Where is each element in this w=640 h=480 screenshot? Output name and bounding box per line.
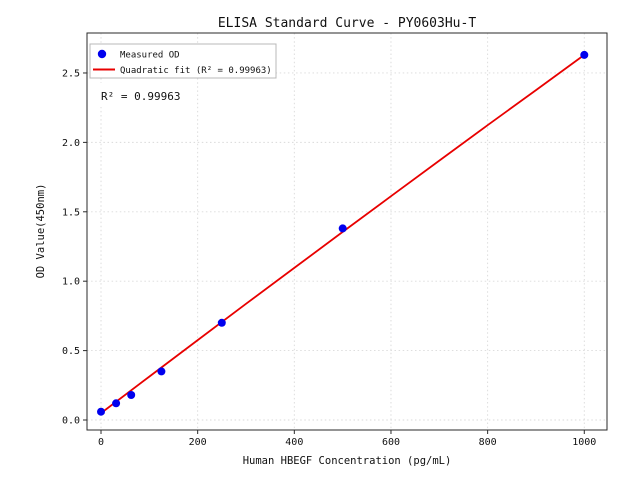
data-point xyxy=(97,407,105,416)
axis-ticks xyxy=(83,72,585,434)
legend-entry-quadratic-fit: Quadratic fit (R² = 0.99963) xyxy=(120,66,272,76)
y-tick-label: 0.0 xyxy=(62,416,80,427)
y-tick-label: 2.5 xyxy=(62,68,80,79)
x-tick-label: 600 xyxy=(382,437,400,448)
y-tick-label: 0.5 xyxy=(62,346,80,357)
y-tick-label: 1.0 xyxy=(62,277,80,288)
data-point xyxy=(112,399,121,408)
annotation-text: R² = 0.99963 xyxy=(101,90,180,103)
x-tick-label: 1000 xyxy=(572,437,596,448)
chart-title: ELISA Standard Curve - PY0603Hu-T xyxy=(218,16,476,31)
x-tick-label: 400 xyxy=(285,437,303,448)
y-axis-label: OD Value(450nm) xyxy=(35,184,47,279)
r-squared-annotation: R² = 0.99963 xyxy=(95,83,185,107)
data-point xyxy=(338,224,347,233)
legend-box xyxy=(89,43,277,79)
x-tick-label: 200 xyxy=(189,437,207,448)
x-tick-label: 0 xyxy=(98,437,104,448)
data-point xyxy=(217,318,226,327)
x-tick-labels: 0 200 400 600 800 1000 xyxy=(98,437,596,448)
y-tick-labels: 0.0 0.5 1.0 1.5 2.0 2.5 xyxy=(62,68,80,426)
plot-frame xyxy=(86,32,608,431)
y-tick-label: 1.5 xyxy=(62,207,80,218)
x-axis-label: Human HBEGF Concentration (pg/mL) xyxy=(243,455,452,467)
annotation-box xyxy=(95,83,185,107)
measured-od-legend-marker-icon xyxy=(97,49,107,59)
data-point xyxy=(157,367,166,376)
data-point xyxy=(580,50,589,59)
y-tick-label: 2.0 xyxy=(62,138,80,149)
x-tick-label: 800 xyxy=(479,437,497,448)
measured-od-points xyxy=(97,50,589,416)
legend-entry-measured-od: Measured OD xyxy=(120,51,180,61)
legend: Measured OD Quadratic fit (R² = 0.99963) xyxy=(89,43,277,79)
data-point xyxy=(127,391,136,399)
